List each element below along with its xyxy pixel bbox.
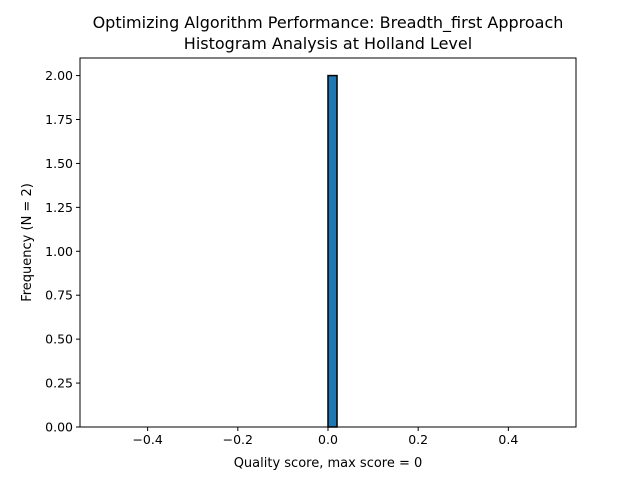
x-tick-label: −0.4: [132, 432, 162, 447]
x-axis-label: Quality score, max score = 0: [234, 456, 423, 471]
y-axis-label: Frequency (N = 2): [20, 183, 35, 302]
x-tick-label: 0.4: [498, 432, 518, 447]
y-axis-ticks: 0.00 0.25 0.50 0.75 1.00 1.25 1.50 1.75 2.00: [45, 68, 80, 435]
x-axis-ticks: −0.4 −0.2 0.0 0.2 0.4: [132, 427, 518, 447]
y-tick-label: 0.00: [45, 420, 73, 435]
y-tick-label: 0.75: [45, 288, 73, 303]
x-tick-label: 0.0: [318, 432, 338, 447]
x-tick-label: −0.2: [223, 432, 253, 447]
plot-area-frame: [79, 57, 577, 428]
y-tick-label: 2.00: [45, 68, 73, 83]
bars-layer: [327, 74, 338, 428]
y-tick-label: 0.50: [45, 332, 73, 347]
y-tick-label: 1.50: [45, 156, 73, 171]
chart-title-line-2: Histogram Analysis at Holland Level: [184, 34, 472, 53]
x-tick-label: 0.2: [408, 432, 428, 447]
y-tick-label: 1.75: [45, 112, 73, 127]
histogram-bar: [327, 74, 338, 428]
chart-title-line-1: Optimizing Algorithm Performance: Breadt…: [93, 13, 564, 33]
y-tick-label: 1.00: [45, 244, 73, 259]
y-tick-label: 0.25: [45, 376, 73, 391]
y-tick-label: 1.25: [45, 200, 73, 215]
